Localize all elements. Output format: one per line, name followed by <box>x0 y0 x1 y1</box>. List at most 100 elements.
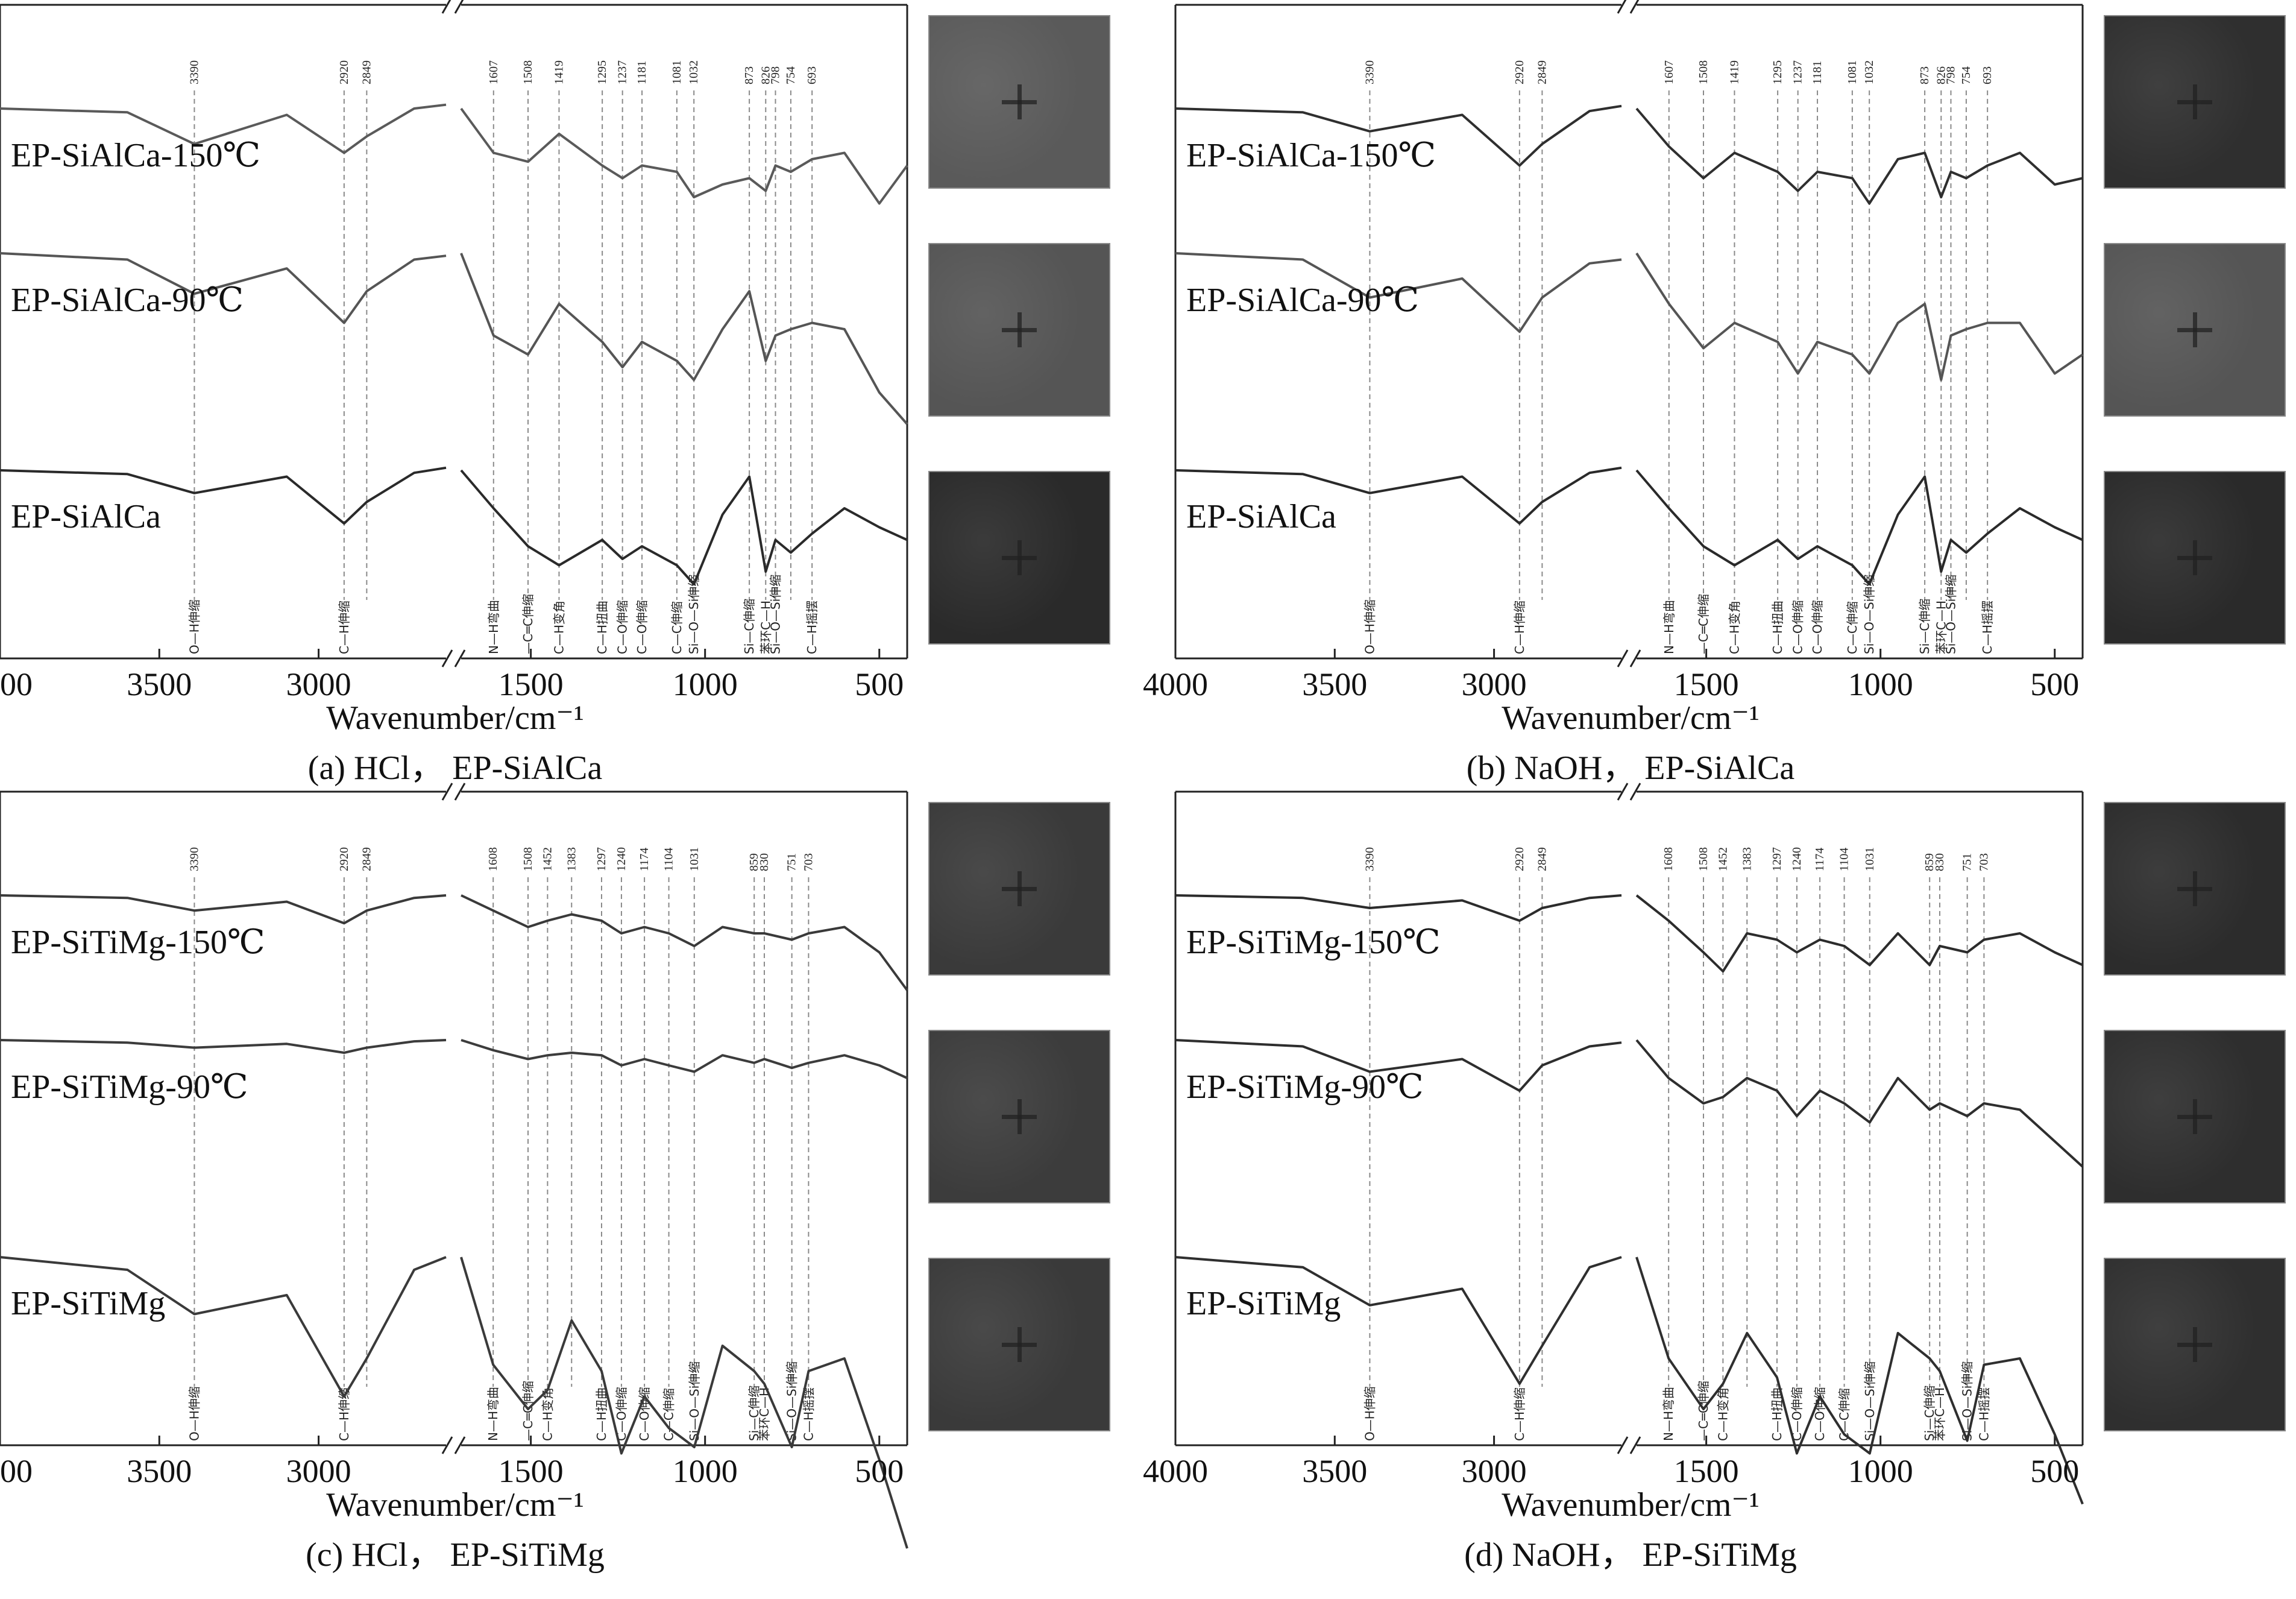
peak-assignment-label: C—H变角 <box>1727 601 1741 654</box>
peak-wavenumber-label: 1104 <box>1838 848 1851 871</box>
peak-wavenumber-label: 873 <box>743 66 756 84</box>
panel-caption: (c) HCl， EP-SiTiMg <box>306 1536 605 1574</box>
peak-wavenumber-label: 1031 <box>1863 847 1876 871</box>
spectrum-line <box>461 1039 908 1079</box>
peak-assignment-label: C—H伸缩 <box>337 601 351 654</box>
peak-assignment-label: C—H扭曲 <box>594 1387 609 1441</box>
peak-wavenumber-label: 798 <box>1944 66 1957 84</box>
peak-wavenumber-label: 826 <box>759 66 772 84</box>
spectrum-line <box>1175 252 1622 333</box>
peak-wavenumber-label: 859 <box>1923 853 1936 871</box>
spectrum-line <box>1635 107 2083 205</box>
axis-break-mark <box>1629 649 1641 667</box>
axis-break-mark <box>1629 1436 1641 1454</box>
series-label: EP-SiTiMg-90℃ <box>1186 1068 1424 1106</box>
peak-wavenumber-label: 1419 <box>552 60 565 84</box>
spectrum-line <box>0 466 447 525</box>
axis-break-mark <box>1629 0 1640 14</box>
series-label: EP-SiAlCa <box>1186 498 1336 535</box>
x-tick-label: 500 <box>855 1453 904 1489</box>
peak-wavenumber-label: 1383 <box>1740 847 1753 871</box>
crosshair-icon <box>1017 1327 1022 1362</box>
crosshair-icon <box>2192 540 2197 575</box>
peak-wavenumber-label: 859 <box>747 853 761 871</box>
peak-wavenumber-label: 2920 <box>1513 847 1526 871</box>
peak-assignment-label: O—H伸缩 <box>187 1386 201 1441</box>
series-label: EP-SiAlCa-90℃ <box>1186 282 1420 319</box>
panel-caption: (d) NaOH， EP-SiTiMg <box>1464 1536 1797 1574</box>
axis-break-mark <box>454 649 466 667</box>
peak-wavenumber-label: 1240 <box>1790 847 1804 871</box>
x-tick-label: 1500 <box>1673 666 1739 702</box>
series-label: EP-SiTiMg-150℃ <box>1186 924 1441 961</box>
x-axis-title: Wavenumber/cm⁻¹ <box>326 699 584 737</box>
peak-wavenumber-label: 1031 <box>688 847 701 871</box>
x-tick-label: 3000 <box>286 666 351 702</box>
peak-wavenumber-label: 703 <box>802 853 815 871</box>
peak-assignment-label: 苯环C—H <box>758 601 773 654</box>
series-label: EP-SiAlCa-150℃ <box>1186 137 1436 174</box>
sample-photo <box>928 471 1110 645</box>
axis-break-mark <box>1617 649 1629 667</box>
peak-wavenumber-label: 2920 <box>1513 60 1526 84</box>
x-tick-label: 3000 <box>1461 1453 1527 1489</box>
peak-wavenumber-label: 1081 <box>670 60 684 84</box>
peak-wavenumber-label: 1297 <box>1770 847 1784 871</box>
spectrum-line <box>0 894 447 925</box>
axis-break-mark <box>441 0 451 14</box>
peak-wavenumber-label: 3390 <box>187 847 201 871</box>
peak-wavenumber-label: 1608 <box>486 847 500 871</box>
axis-break-mark <box>454 0 464 14</box>
peak-assignment-label: Si—O—Si伸缩 <box>1943 575 1958 654</box>
peak-assignment-label: C—H扭曲 <box>595 601 609 654</box>
peak-wavenumber-label: 1608 <box>1662 847 1675 871</box>
panel-b: 3390 2920 2849 1607 1508 1419 1295 1237 1181 1081… <box>1143 0 2086 787</box>
peak-assignment-label: —C═C伸缩 <box>521 594 535 654</box>
peak-wavenumber-label: 1508 <box>1697 847 1710 871</box>
crosshair-icon <box>2192 1099 2197 1134</box>
peak-assignment-label: C—O伸缩 <box>615 600 630 654</box>
peak-wavenumber-label: 1237 <box>1791 60 1805 84</box>
crosshair-icon <box>1017 84 1022 119</box>
crosshair-icon <box>1017 1099 1022 1134</box>
spectrum-line <box>1175 1039 1622 1092</box>
axis-break-mark <box>454 783 466 801</box>
peak-wavenumber-label: 751 <box>1961 853 1974 871</box>
peak-wavenumber-label: 2849 <box>1535 60 1549 84</box>
spectrum-line <box>1175 894 1622 922</box>
axis-break-mark <box>1617 0 1627 14</box>
peak-assignment-label: C—O伸缩 <box>635 600 649 654</box>
spectrum-line <box>0 103 447 154</box>
x-tick-label: 1000 <box>1848 1453 1913 1489</box>
peak-wavenumber-label: 2849 <box>1535 847 1549 871</box>
peak-wavenumber-label: 1081 <box>1846 60 1859 84</box>
spectrum-line <box>0 252 447 324</box>
peak-wavenumber-label: 1181 <box>635 61 649 84</box>
crosshair-icon <box>2192 84 2197 119</box>
axis-break-mark <box>441 649 453 667</box>
crosshair-icon <box>2192 312 2197 347</box>
peak-wavenumber-label: 830 <box>1933 853 1946 871</box>
crosshair-icon <box>1017 871 1022 906</box>
peak-assignment-label: 苯环C—H <box>1934 601 1948 654</box>
peak-wavenumber-label: 754 <box>784 66 797 84</box>
x-axis-title: Wavenumber/cm⁻¹ <box>1502 699 1760 737</box>
peak-assignment-label: C—H伸缩 <box>1512 1387 1527 1441</box>
peak-wavenumber-label: 2849 <box>360 847 373 871</box>
peak-wavenumber-label: 2920 <box>338 847 351 871</box>
spectrum-line <box>1175 466 1622 525</box>
series-label: EP-SiTiMg <box>11 1285 166 1322</box>
x-tick-label: 1500 <box>1673 1453 1739 1489</box>
sample-photo <box>2104 243 2286 417</box>
spectrum-line <box>1175 1256 1622 1385</box>
peak-wavenumber-label: 693 <box>805 66 819 84</box>
axis-break-mark <box>1629 783 1641 801</box>
peak-assignment-label: Si—C伸缩 <box>742 599 756 654</box>
peak-wavenumber-label: 1607 <box>487 60 500 84</box>
plot-area: 3390 2920 2849 1608 1508 1452 1383 1297 1240 1174… <box>0 783 908 1549</box>
peak-assignment-label: C—H伸缩 <box>1512 601 1527 654</box>
sample-photo <box>928 802 1110 976</box>
peak-wavenumber-label: 1508 <box>521 847 535 871</box>
peak-assignment-label: O—H伸缩 <box>1362 599 1377 654</box>
peak-wavenumber-label: 1297 <box>595 847 608 871</box>
